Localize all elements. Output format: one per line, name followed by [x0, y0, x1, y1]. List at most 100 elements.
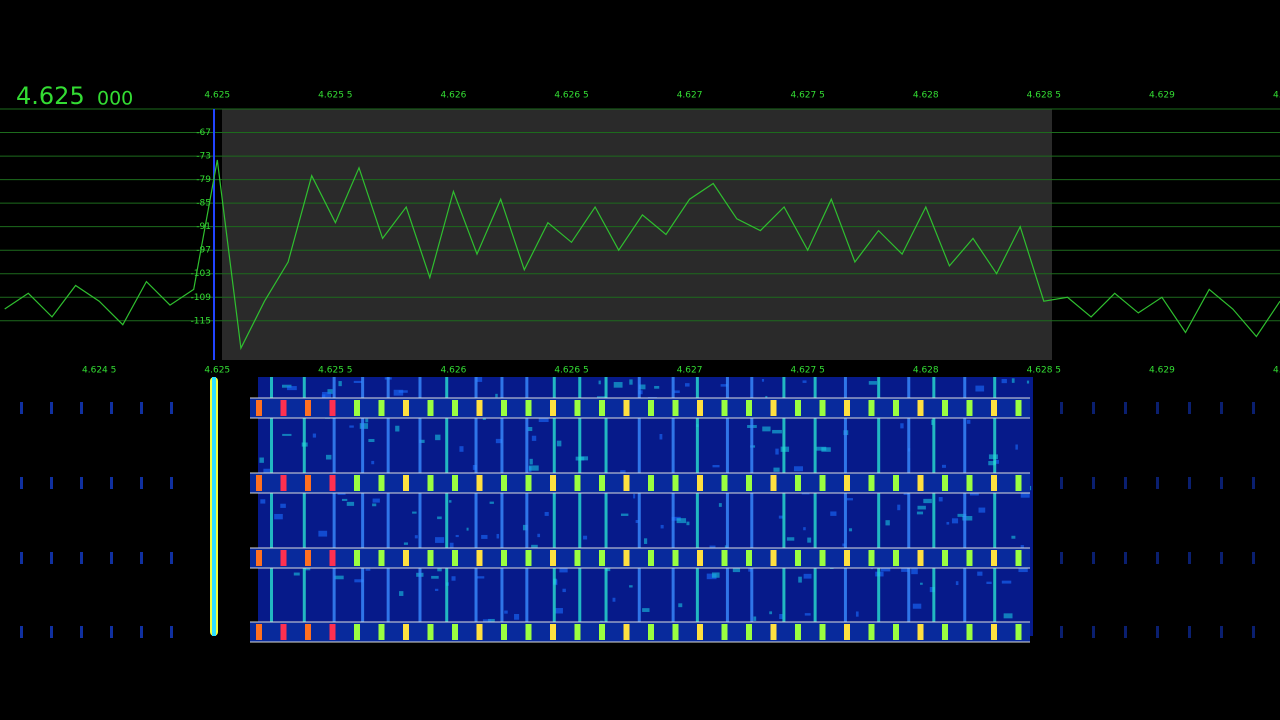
x-tick-label: 4.628 [913, 366, 939, 376]
waterfall-burst [354, 475, 360, 491]
waterfall-burst [991, 550, 997, 566]
waterfall-speckle [1018, 567, 1028, 573]
waterfall-burst [403, 400, 409, 416]
waterfall-speckle [1020, 493, 1030, 498]
waterfall-burst [574, 400, 581, 416]
waterfall-burst [893, 550, 899, 566]
y-tick-label: -103 [191, 269, 211, 279]
waterfall-burst [1156, 552, 1159, 564]
waterfall-burst [378, 624, 385, 640]
waterfall-burst [966, 475, 973, 491]
waterfall-burst [140, 477, 143, 489]
waterfall-burst [1060, 402, 1063, 414]
waterfall-burst [844, 475, 850, 491]
waterfall-burst [893, 400, 899, 416]
waterfall-burst [648, 624, 654, 640]
waterfall-burst [721, 550, 728, 566]
waterfall-burst [917, 624, 924, 640]
waterfall-burst [648, 550, 654, 566]
waterfall-burst [697, 550, 703, 566]
waterfall-speckle [449, 542, 454, 549]
waterfall-burst [1092, 402, 1095, 414]
waterfall-burst [305, 550, 311, 566]
waterfall-burst [672, 624, 679, 640]
waterfall-speckle [371, 460, 375, 465]
waterfall-burst [819, 624, 826, 640]
waterfall-burst [1124, 626, 1127, 638]
waterfall-speckle [365, 568, 371, 571]
waterfall-carrier-core [212, 377, 216, 636]
waterfall-speckle [629, 585, 633, 588]
waterfall-speckle [372, 503, 377, 507]
waterfall-burst [1188, 402, 1191, 414]
waterfall-burst [256, 550, 262, 566]
waterfall-speckle [544, 511, 549, 516]
waterfall-burst [672, 475, 679, 491]
waterfall-speckle [435, 537, 445, 543]
waterfall-burst [140, 626, 143, 638]
waterfall-burst [599, 475, 605, 491]
waterfall-burst [770, 550, 777, 566]
waterfall-burst [917, 400, 924, 416]
waterfall-speckle [555, 608, 563, 614]
waterfall-burst [403, 550, 409, 566]
waterfall-speckle [531, 544, 538, 550]
waterfall-speckle [946, 521, 950, 525]
waterfall-speckle [660, 524, 664, 529]
waterfall-row [250, 622, 1030, 642]
waterfall-speckle [496, 533, 500, 539]
waterfall-speckle [322, 391, 332, 398]
waterfall-speckle [753, 616, 757, 621]
waterfall-burst [50, 477, 53, 489]
waterfall-speckle [720, 384, 728, 387]
waterfall-speckle [620, 470, 626, 473]
waterfall-burst [170, 552, 173, 564]
waterfall-speckle [917, 505, 926, 510]
waterfall-burst [1252, 626, 1255, 638]
waterfall-speckle [580, 456, 589, 461]
x-tick-label: 4.624 5 [82, 366, 116, 376]
waterfall-burst [966, 624, 973, 640]
waterfall-speckle [846, 498, 853, 501]
x-tick-label: 4.626 [441, 366, 467, 376]
waterfall-burst [329, 475, 336, 491]
waterfall-burst [305, 475, 311, 491]
waterfall-burst [893, 624, 899, 640]
waterfall-speckle [393, 389, 404, 396]
x-tick-label: 4.626 5 [554, 91, 588, 101]
waterfall-speckle [901, 567, 909, 572]
waterfall-burst [917, 475, 924, 491]
waterfall-speckle [281, 384, 292, 388]
waterfall-burst [917, 550, 924, 566]
waterfall-burst [550, 400, 556, 416]
waterfall-burst [1252, 402, 1255, 414]
waterfall-speckle [778, 515, 783, 519]
waterfall-speckle [476, 377, 483, 382]
waterfall-speckle [900, 423, 904, 429]
waterfall-burst [452, 550, 458, 566]
waterfall-speckle [674, 390, 680, 394]
waterfall-stripe [843, 377, 847, 636]
waterfall-speckle [612, 597, 616, 602]
waterfall-burst [574, 550, 581, 566]
waterfall-speckle [712, 464, 720, 468]
waterfall-burst [452, 400, 458, 416]
waterfall-burst [599, 624, 605, 640]
x-tick-label: 4.628 [913, 91, 939, 101]
waterfall-speckle [431, 575, 439, 579]
waterfall-speckle [537, 533, 541, 538]
waterfall-burst [1015, 550, 1022, 566]
waterfall-speckle [1001, 378, 1007, 384]
waterfall-speckle [993, 459, 999, 464]
waterfall-speckle [830, 511, 837, 516]
waterfall-speckle [365, 418, 369, 423]
waterfall-burst [1156, 402, 1159, 414]
waterfall-speckle [293, 572, 300, 576]
waterfall-burst [844, 624, 850, 640]
waterfall-burst [501, 550, 507, 566]
y-tick-label: -73 [196, 152, 211, 162]
waterfall-speckle [613, 382, 623, 388]
waterfall-burst [1060, 626, 1063, 638]
waterfall-burst [721, 624, 728, 640]
